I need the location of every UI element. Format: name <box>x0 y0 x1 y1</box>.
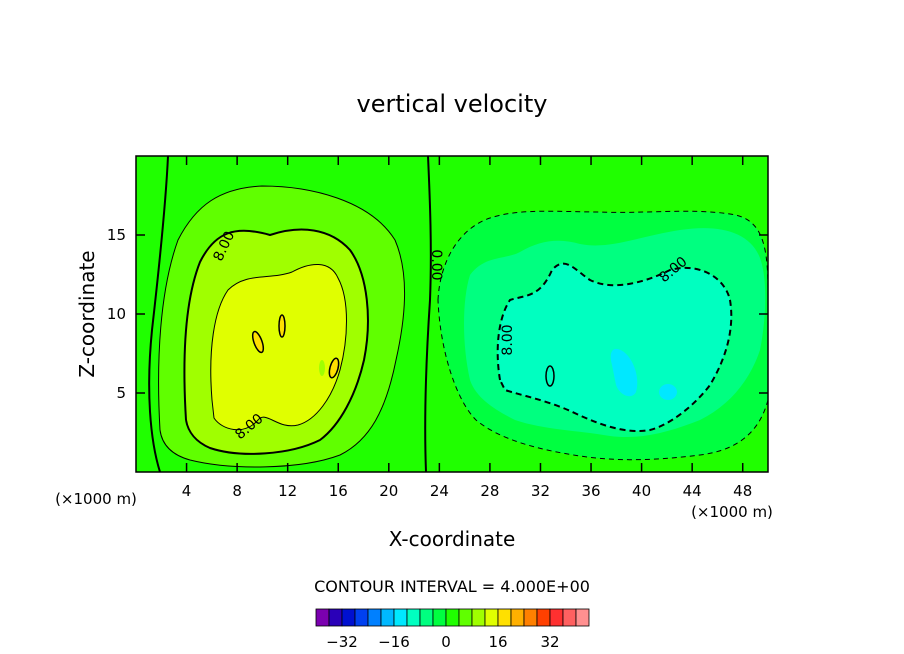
contour-interval-text: CONTOUR INTERVAL = 4.000E+00 <box>314 577 590 596</box>
colorbar-swatch <box>549 608 564 627</box>
x-tick-label: 20 <box>379 482 398 500</box>
colorbar-swatch <box>328 608 343 627</box>
x-units-right: (×1000 m) <box>691 503 773 521</box>
x-axis: 4 8 12 16 20 24 28 32 36 40 44 48 <box>182 156 752 500</box>
y-tick-label: 10 <box>107 305 126 323</box>
colorbar-tick-label: 16 <box>488 633 507 651</box>
x-axis-label: X-coordinate <box>389 527 516 551</box>
colorbar-tick-label: 0 <box>441 633 451 651</box>
colorbar-swatch <box>562 608 577 627</box>
x-tick-label: 40 <box>632 482 651 500</box>
y-axis: 5 10 15 <box>107 226 768 402</box>
colorbar-tick-label: 32 <box>540 633 559 651</box>
field-downdraft-12 <box>610 348 638 397</box>
contour-small-loop <box>545 365 555 387</box>
colorbar-swatch <box>497 608 512 627</box>
x-tick-label: 36 <box>581 482 600 500</box>
contour-lines <box>148 156 768 472</box>
plot-area: 8.00 8.00 0.00 8.00 8.00 <box>135 155 769 473</box>
field-downdraft-12b <box>659 384 677 400</box>
colorbar-swatch <box>341 608 356 627</box>
colorbar-swatch <box>575 608 590 627</box>
x-tick-label: 4 <box>182 482 192 500</box>
x-tick-label: 24 <box>430 482 449 500</box>
contour-plus12 <box>210 264 347 431</box>
x-units-left: (×1000 m) <box>55 490 137 508</box>
colorbar-swatch <box>315 608 330 627</box>
field-peak-d <box>319 360 325 376</box>
x-tick-label: 8 <box>232 482 242 500</box>
colorbar-swatch <box>458 608 473 627</box>
x-tick-label: 48 <box>733 482 752 500</box>
x-tick-label: 32 <box>531 482 550 500</box>
field-peak-a <box>251 330 265 354</box>
colorbar-tick-label: −16 <box>378 633 410 651</box>
colorbar-swatch <box>484 608 499 627</box>
colorbar-swatch <box>432 608 447 627</box>
x-tick-label: 28 <box>480 482 499 500</box>
colorbar-swatch <box>406 608 421 627</box>
colorbar-labels: −32 −16 0 16 32 <box>326 633 559 651</box>
field-peak-c <box>328 357 340 379</box>
contour-zero-left <box>148 156 169 472</box>
contour-minus4 <box>437 210 768 461</box>
x-tick-label: 12 <box>278 482 297 500</box>
colorbar <box>315 608 590 627</box>
contour-label: 8.00 <box>500 324 516 355</box>
contour-label: 0.00 <box>428 249 444 280</box>
y-axis-label: Z-coordinate <box>75 250 99 377</box>
colorbar-swatch <box>380 608 395 627</box>
colorbar-tick-label: −32 <box>326 633 358 651</box>
field-peak-b <box>278 314 286 338</box>
x-tick-label: 44 <box>683 482 702 500</box>
colorbar-swatch <box>510 608 525 627</box>
y-tick-label: 15 <box>107 226 126 244</box>
chart-title: vertical velocity <box>357 90 548 118</box>
contour-zero-mid <box>424 156 432 472</box>
colorbar-swatch <box>471 608 486 627</box>
contour-plus4 <box>158 185 405 468</box>
colorbar-swatch <box>536 608 551 627</box>
x-tick-label: 16 <box>329 482 348 500</box>
colorbar-swatch <box>393 608 408 627</box>
colorbar-swatch <box>354 608 369 627</box>
y-tick-label: 5 <box>116 384 126 402</box>
colorbar-swatch <box>367 608 382 627</box>
field-updraft-12 <box>210 264 347 430</box>
colorbar-swatch <box>445 608 460 627</box>
colorbar-swatch <box>419 608 434 627</box>
contour-plus8 <box>183 228 369 455</box>
colorbar-swatch <box>523 608 538 627</box>
